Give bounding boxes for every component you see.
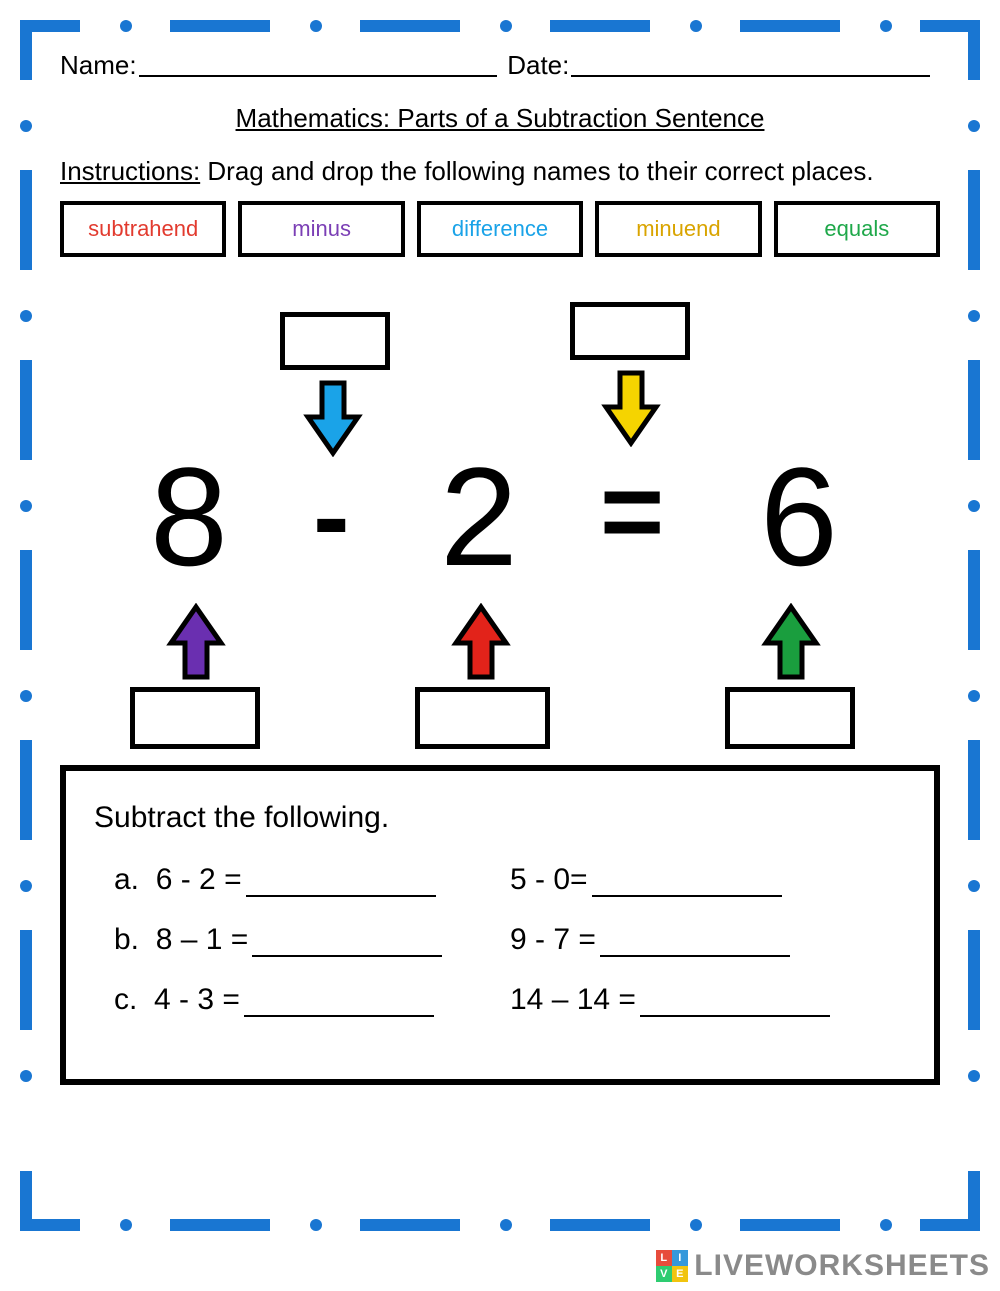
watermark: L I V E LIVEWORKSHEETS <box>656 1249 990 1283</box>
answer-blank[interactable] <box>252 929 442 957</box>
answer-blank[interactable] <box>640 989 830 1017</box>
practice-box: Subtract the following. a. 6 - 2 = 5 - 0… <box>60 765 940 1085</box>
drop-target-subtrahend[interactable] <box>415 687 550 749</box>
arrow-up-icon <box>760 603 822 681</box>
instructions: Instructions: Drag and drop the followin… <box>60 156 940 187</box>
date-input-line[interactable] <box>571 50 930 77</box>
tag-minuend[interactable]: minuend <box>595 201 761 257</box>
problem-c2: 14 – 14 = <box>510 983 636 1017</box>
drop-target-minus[interactable] <box>280 312 390 370</box>
name-label: Name: <box>60 50 137 81</box>
equals-sign: = <box>600 457 664 567</box>
arrow-up-icon <box>450 603 512 681</box>
equation-diagram: 8 - 2 = 6 <box>60 287 940 757</box>
practice-heading: Subtract the following. <box>94 801 906 835</box>
answer-blank[interactable] <box>600 929 790 957</box>
instructions-label: Instructions: <box>60 156 200 186</box>
practice-row: b. 8 – 1 = 9 - 7 = <box>114 923 906 957</box>
problem-b1: b. 8 – 1 = <box>114 923 248 957</box>
arrow-down-icon <box>302 379 364 457</box>
page-title: Mathematics: Parts of a Subtraction Sent… <box>60 103 940 134</box>
problem-c1: c. 4 - 3 = <box>114 983 240 1017</box>
date-label: Date: <box>507 50 569 81</box>
header-row: Name: Date: <box>60 50 940 81</box>
watermark-text: LIVEWORKSHEETS <box>694 1249 990 1283</box>
practice-row: a. 6 - 2 = 5 - 0= <box>114 863 906 897</box>
tag-minus[interactable]: minus <box>238 201 404 257</box>
name-input-line[interactable] <box>139 50 498 77</box>
tag-difference[interactable]: difference <box>417 201 583 257</box>
drop-target-minuend[interactable] <box>130 687 260 749</box>
practice-row: c. 4 - 3 = 14 – 14 = <box>114 983 906 1017</box>
answer-blank[interactable] <box>246 869 436 897</box>
drop-target-difference[interactable] <box>725 687 855 749</box>
drop-target-equals[interactable] <box>570 302 690 360</box>
arrow-up-icon <box>165 603 227 681</box>
arrow-down-icon <box>600 369 662 447</box>
answer-blank[interactable] <box>592 869 782 897</box>
instructions-text: Drag and drop the following names to the… <box>200 156 873 186</box>
minus-sign: - <box>313 462 350 572</box>
problem-b2: 9 - 7 = <box>510 923 596 957</box>
watermark-badge-icon: L I V E <box>656 1250 688 1282</box>
minuend-number: 8 <box>150 447 228 587</box>
difference-number: 6 <box>760 447 838 587</box>
answer-blank[interactable] <box>244 989 434 1017</box>
drag-tags-row: subtrahend minus difference minuend equa… <box>60 201 940 257</box>
subtrahend-number: 2 <box>440 447 518 587</box>
tag-subtrahend[interactable]: subtrahend <box>60 201 226 257</box>
problem-a1: a. 6 - 2 = <box>114 863 242 897</box>
problem-a2: 5 - 0= <box>510 863 588 897</box>
tag-equals[interactable]: equals <box>774 201 940 257</box>
